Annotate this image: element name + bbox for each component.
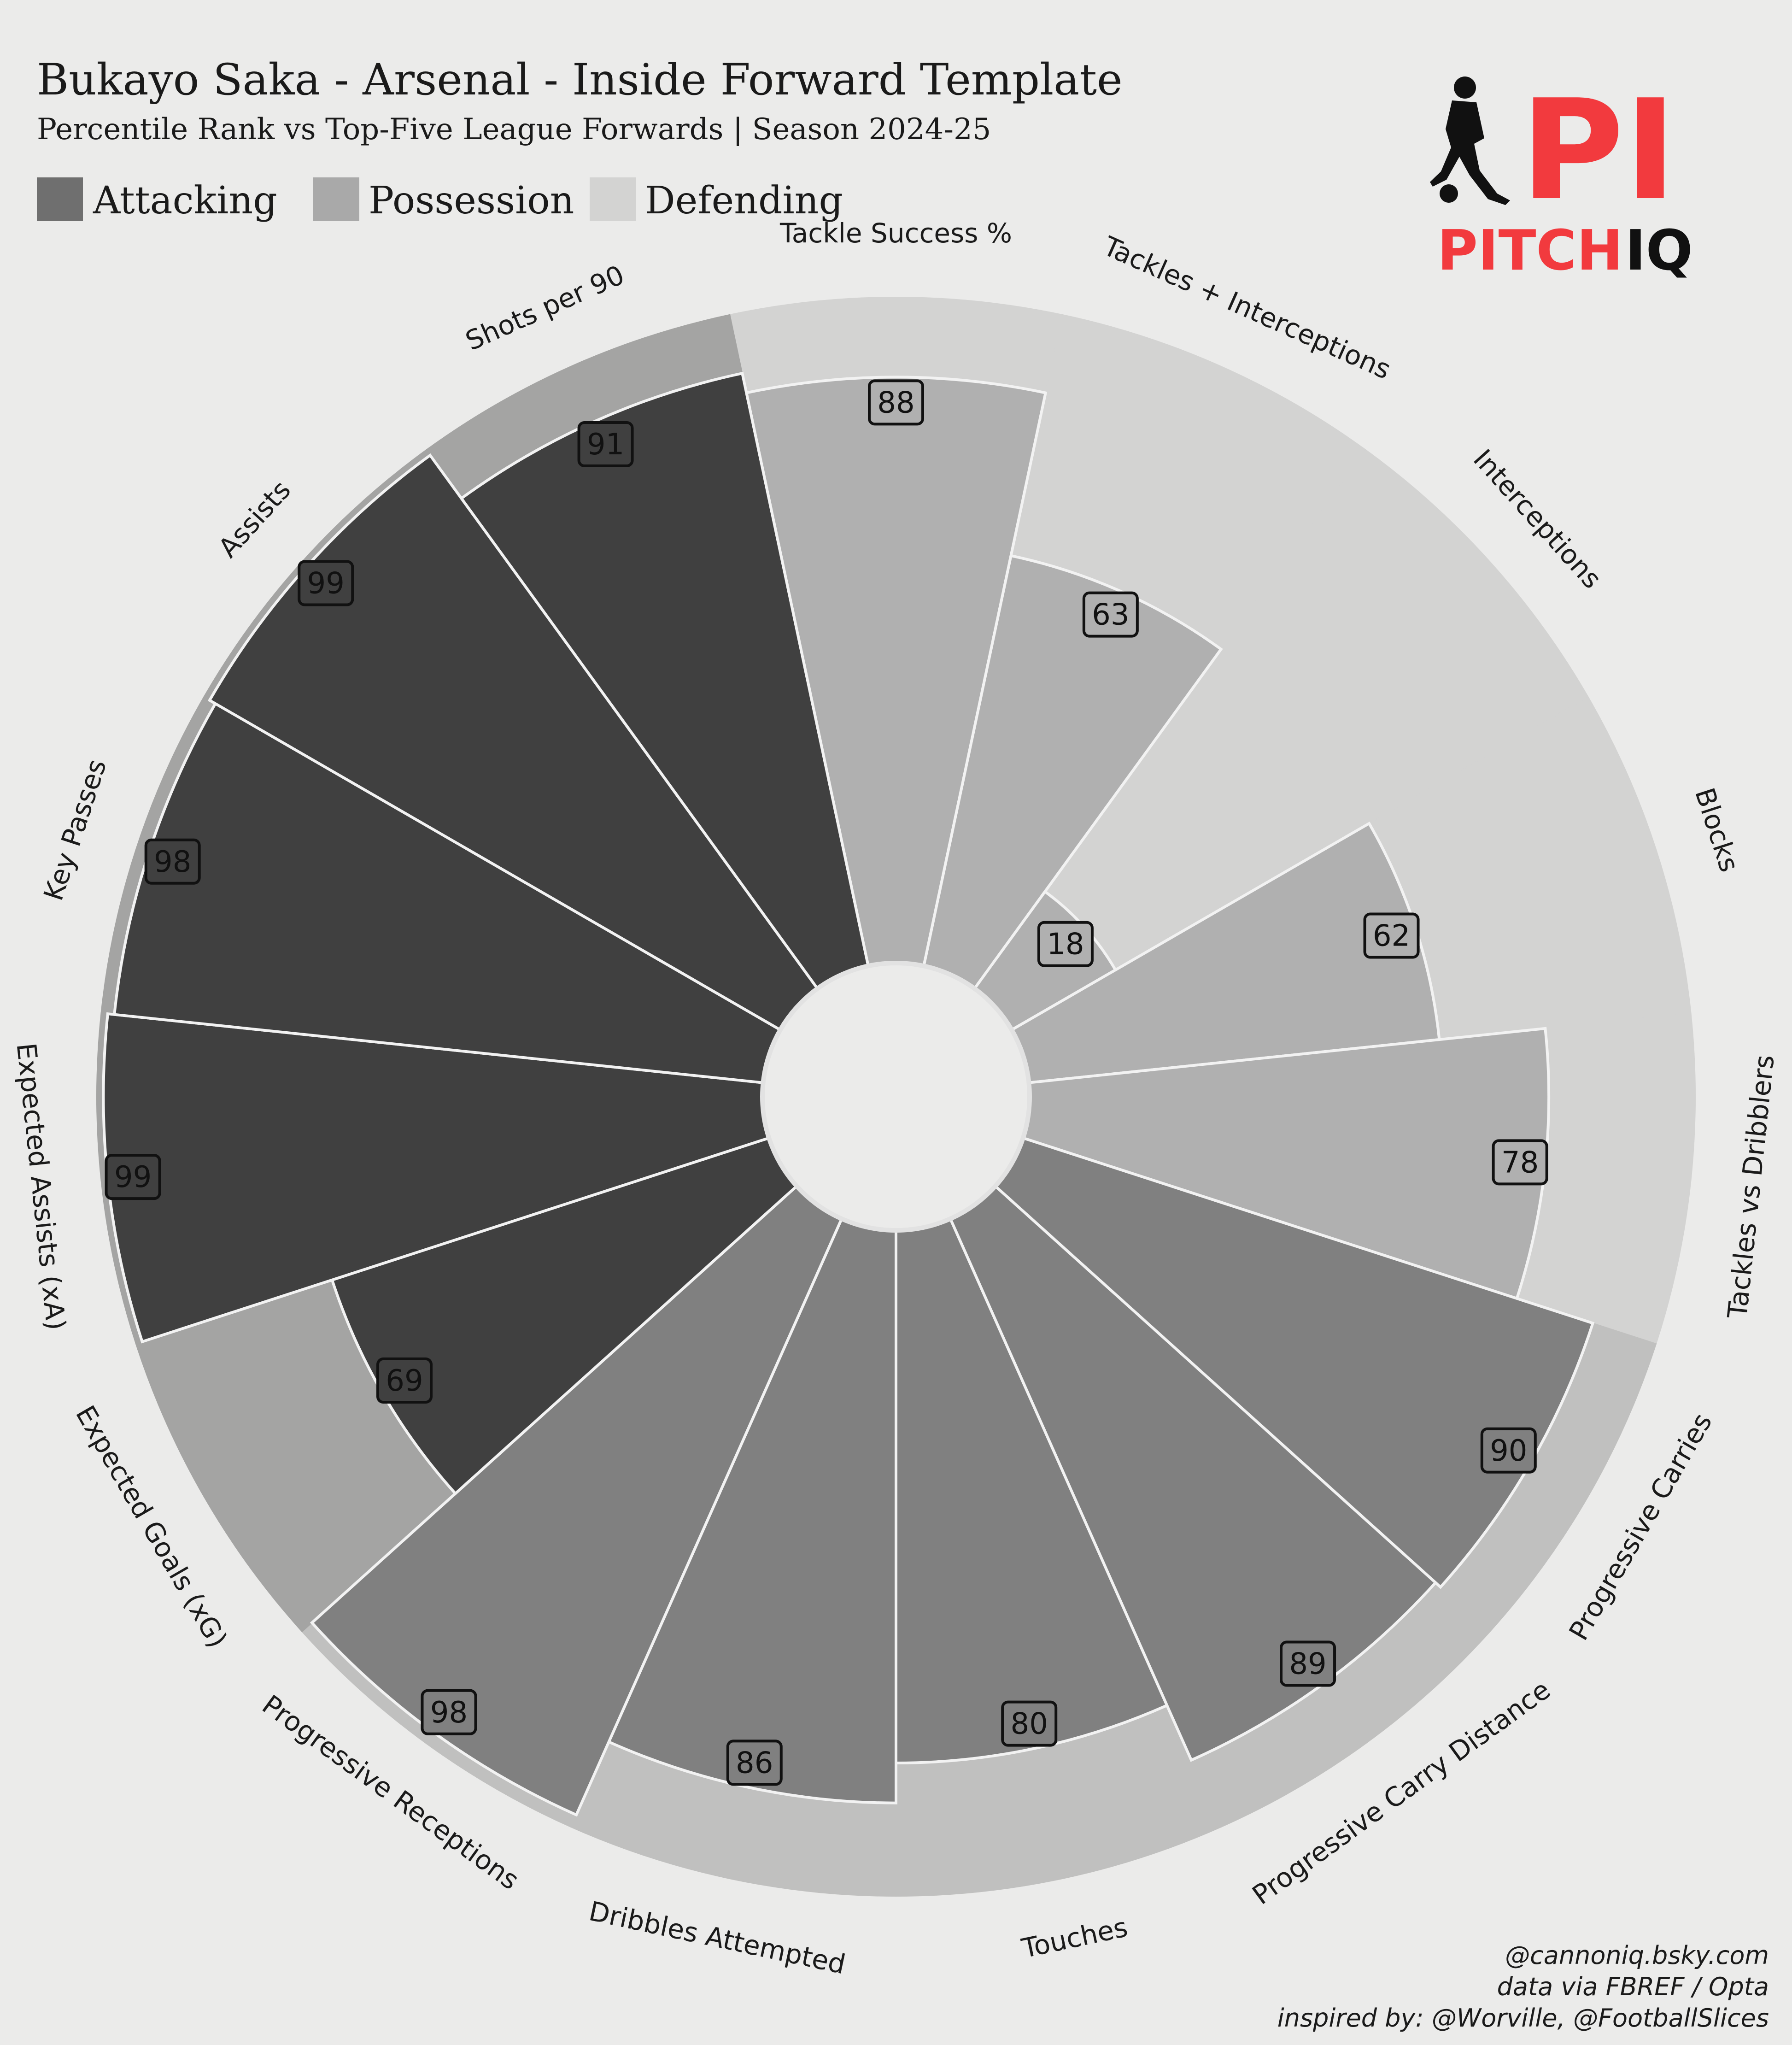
- credit-handle: @cannoniq.bsky.com: [1505, 1941, 1769, 1970]
- value-text: 99: [307, 567, 345, 601]
- value-label-shots-per-90: 91: [577, 421, 634, 468]
- value-text: 78: [1501, 1146, 1539, 1180]
- chart-subtitle: Percentile Rank vs Top-Five League Forwa…: [37, 112, 991, 147]
- footballer-silhouette-icon: [1430, 76, 1510, 205]
- category-label-touches: Touches: [1019, 1911, 1130, 1964]
- value-label-tackle-success: 88: [868, 379, 924, 426]
- center-circle: [760, 961, 1032, 1233]
- value-text: 88: [877, 386, 914, 420]
- category-label-assists: Assists: [212, 474, 297, 564]
- category-label-shots-per-90: Shots per 90: [461, 259, 629, 357]
- category-label-expected-assists-xa: Expected Assists (xA): [11, 1041, 72, 1332]
- value-label-expected-assists-xa: 99: [105, 1154, 161, 1200]
- logo-word-iq: IQ: [1625, 219, 1693, 283]
- category-label-blocks: Blocks: [1689, 784, 1745, 876]
- logo-mark: PI: [1520, 70, 1677, 231]
- value-label-touches: 80: [1001, 1700, 1058, 1747]
- category-label-dribbles-attempted: Dribbles Attempted: [586, 1895, 849, 1980]
- value-text: 86: [736, 1746, 773, 1780]
- legend-swatch-attacking: [37, 177, 83, 221]
- legend: Attacking Possession Defending: [37, 177, 843, 223]
- legend-swatch-defending: [590, 177, 636, 221]
- value-text: 91: [587, 428, 624, 462]
- value-label-tackles-vs-dribblers: 78: [1492, 1139, 1548, 1186]
- legend-label-attacking: Attacking: [93, 179, 277, 223]
- value-label-progressive-carries: 90: [1480, 1427, 1537, 1474]
- value-label-progressive-carry-distance: 89: [1280, 1640, 1336, 1687]
- value-labels: 88 63 18 62 78 90 89 80 86 98 69 99 98 99 91: [105, 379, 1548, 1786]
- category-label-tackle-success: Tackle Success %: [779, 217, 1012, 249]
- value-label-blocks: 62: [1363, 912, 1420, 959]
- credit-data-source: data via FBREF / Opta: [1497, 1972, 1769, 2001]
- value-text: 98: [154, 845, 191, 879]
- value-text: 90: [1490, 1434, 1527, 1468]
- category-label-tackles-vs-dribblers: Tackles vs Dribblers: [1722, 1053, 1780, 1320]
- value-label-tackles-interceptions: 63: [1082, 591, 1139, 638]
- value-text: 62: [1373, 919, 1410, 953]
- value-label-assists: 99: [298, 560, 354, 606]
- legend-swatch-possession: [313, 177, 359, 221]
- value-label-progressive-receptions: 98: [421, 1689, 477, 1735]
- value-text: 99: [114, 1160, 152, 1194]
- value-label-key-passes: 98: [144, 838, 201, 885]
- pitch-iq-logo: PI PITCH IQ: [1430, 70, 1693, 283]
- credit-inspired-by: inspired by: @Worville, @FootballSlices: [1277, 2004, 1769, 2033]
- value-text: 63: [1092, 598, 1129, 632]
- value-text: 80: [1010, 1707, 1048, 1741]
- logo-word-pitch: PITCH: [1437, 219, 1623, 283]
- value-label-dribbles-attempted: 86: [726, 1739, 783, 1786]
- value-text: 98: [430, 1696, 468, 1730]
- value-label-interceptions: 18: [1037, 921, 1094, 967]
- legend-label-defending: Defending: [645, 179, 843, 223]
- chart-title: Bukayo Saka - Arsenal - Inside Forward T…: [37, 55, 1123, 105]
- category-label-key-passes: Key Passes: [37, 755, 112, 904]
- legend-label-possession: Possession: [369, 179, 574, 223]
- credits: @cannoniq.bsky.com data via FBREF / Opta…: [1277, 1941, 1769, 2033]
- value-label-expected-goals-xg: 69: [376, 1357, 433, 1404]
- value-text: 18: [1047, 928, 1084, 962]
- value-text: 89: [1289, 1647, 1326, 1681]
- slice-bars: [102, 371, 1595, 1817]
- value-text: 69: [386, 1364, 423, 1398]
